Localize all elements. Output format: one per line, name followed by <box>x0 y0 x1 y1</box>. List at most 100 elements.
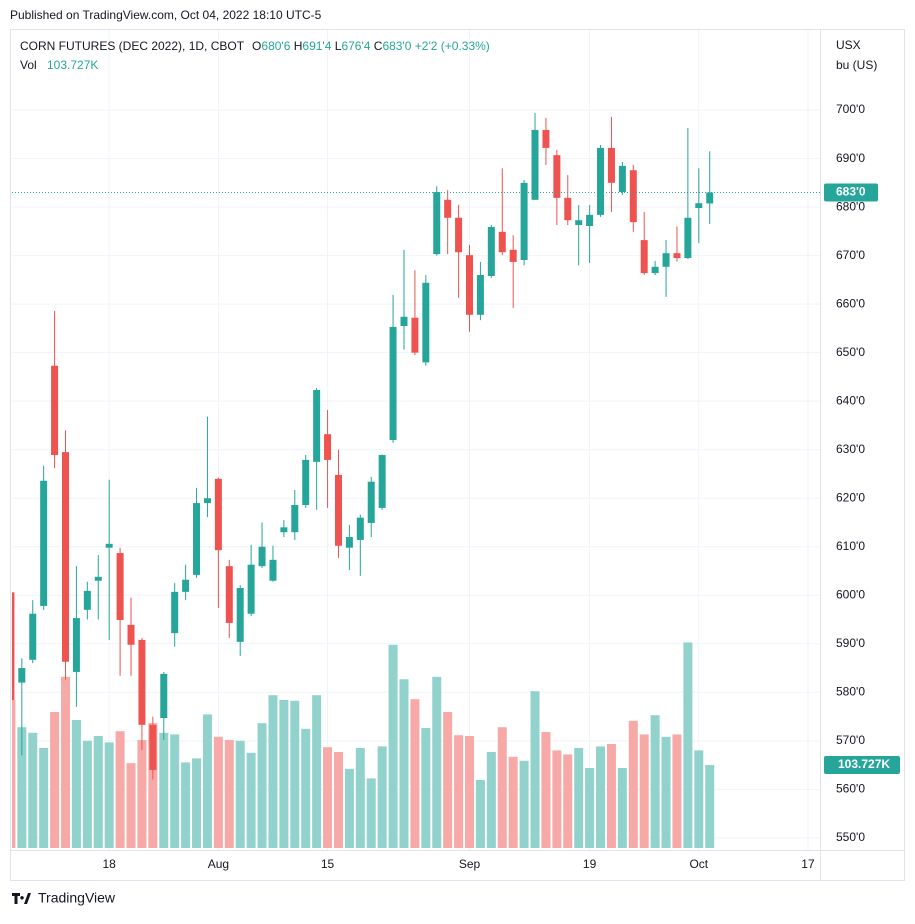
y-tick-label: 660'0 <box>836 296 865 310</box>
candle-body <box>291 505 299 533</box>
candle-body <box>498 231 506 253</box>
volume-bar <box>574 748 584 848</box>
volume-bar <box>661 736 671 848</box>
volume-bar <box>530 691 540 848</box>
volume-bar <box>28 732 38 848</box>
x-tick-label: 15 <box>321 857 335 871</box>
candle-body <box>334 474 342 546</box>
candle-body <box>94 576 102 581</box>
candle-body <box>302 459 310 506</box>
candle-body <box>356 517 364 540</box>
candle-body <box>662 253 670 267</box>
candle-body <box>182 579 190 592</box>
candle-body <box>586 214 594 227</box>
y-tick-label: 640'0 <box>836 393 865 407</box>
volume-bar <box>246 752 256 848</box>
volume-bar <box>290 700 300 848</box>
candle-body <box>280 527 288 533</box>
volume-bar <box>170 734 180 848</box>
volume-bar <box>552 750 562 848</box>
ohlc-value: 691'4 <box>302 39 331 53</box>
y-tick-label: 550'0 <box>836 830 865 844</box>
candle-body <box>83 590 91 610</box>
candle-body <box>258 546 266 567</box>
candle-body <box>247 564 255 614</box>
y-tick-label: 670'0 <box>836 248 865 262</box>
candle-body <box>345 537 353 548</box>
x-tick-label: 17 <box>801 857 815 871</box>
candle-body <box>607 147 615 183</box>
footer-logo <box>12 893 31 904</box>
candle-body <box>476 275 484 315</box>
candle-body <box>575 220 583 226</box>
volume-bar <box>39 748 49 848</box>
volume-bar <box>301 728 311 848</box>
x-tick-label: Oct <box>689 857 708 871</box>
candle-body <box>640 240 648 274</box>
volume-bar <box>585 768 595 848</box>
candle-body <box>12 592 15 701</box>
volume-bar <box>683 642 693 848</box>
volume-bar <box>235 740 245 848</box>
candle-body <box>138 639 146 725</box>
candle-body <box>225 566 233 623</box>
volume-bar <box>355 748 365 848</box>
volume-bar <box>181 762 191 848</box>
x-tick-label: 18 <box>102 857 116 871</box>
candles <box>12 112 714 780</box>
candle-body <box>214 478 222 551</box>
x-tick-label: 19 <box>583 857 597 871</box>
volume-bar <box>224 740 234 848</box>
volume-bar <box>312 695 322 848</box>
volume-bar <box>126 763 136 848</box>
volume-bar <box>606 744 616 848</box>
candle-body <box>51 365 59 456</box>
candle-body <box>509 249 517 262</box>
candle-body <box>400 316 408 326</box>
volume-bar <box>519 760 529 848</box>
candle-body <box>422 282 430 363</box>
ohlc-value: 683'0 <box>382 39 411 53</box>
volume-bar <box>497 727 507 848</box>
volume-bar <box>705 765 715 848</box>
change: +2'2 (+0.33%) <box>415 39 490 53</box>
volume-bar <box>279 700 289 848</box>
ohlc-key: O <box>252 39 261 53</box>
last-price-box <box>824 183 878 202</box>
volume-bar <box>617 768 627 848</box>
currency: USX <box>836 38 861 52</box>
volume-bar <box>257 723 267 848</box>
volume-bar <box>71 720 81 848</box>
candle-body <box>444 199 452 218</box>
axes: 550'0 560'0 570'0 580'0 590'0 600'0 610'0 620'0… <box>12 102 900 871</box>
candle-body <box>618 165 626 193</box>
volume-bar <box>672 734 682 848</box>
x-tick-label: Sep <box>459 857 481 871</box>
candle-body <box>455 217 463 253</box>
volume-bar <box>115 731 125 848</box>
candle-body <box>433 192 441 255</box>
volume-bar <box>333 752 343 848</box>
candle-body <box>695 203 703 209</box>
volume-bar <box>12 700 16 848</box>
candle-body <box>149 724 157 770</box>
volume-bar <box>465 736 475 848</box>
volume-bar <box>93 736 103 848</box>
y-tick-label: 570'0 <box>836 733 865 747</box>
candle-body <box>193 503 201 575</box>
ohlc-value: 680'6 <box>261 39 290 53</box>
volume-legend-value: 103.727K <box>47 58 98 72</box>
volume-bar <box>432 676 442 848</box>
y-tick-label: 680'0 <box>836 199 865 213</box>
ohlc-legend: O680'6 H691'4 L676'4 C683'0 +2'2 (+0.33%… <box>252 39 490 53</box>
volume-bar <box>61 676 71 848</box>
volume-bar <box>486 752 496 848</box>
volume-value-box <box>824 756 900 775</box>
published-note: Published on TradingView.com, Oct 04, 20… <box>10 8 322 22</box>
chart-frame <box>10 29 905 881</box>
candle-body <box>203 498 211 504</box>
volume-bar <box>344 768 354 848</box>
volume-bar <box>202 714 212 848</box>
